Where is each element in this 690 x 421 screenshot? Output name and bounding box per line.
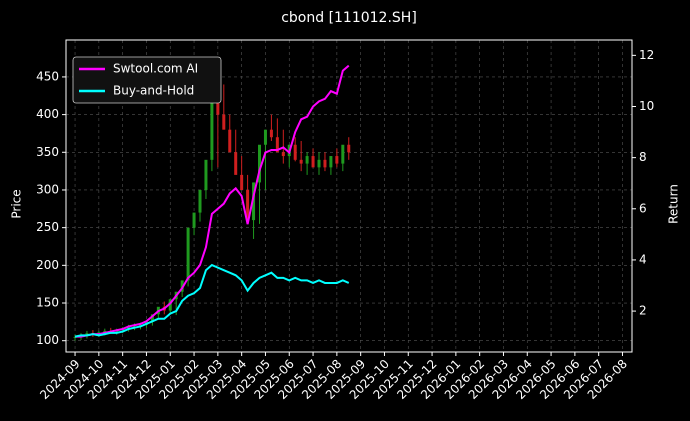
legend: Swtool.com AI Buy-and-Hold: [72, 56, 222, 104]
candle-body: [198, 189, 202, 213]
candle-body: [275, 137, 279, 153]
return-line: [75, 64, 350, 338]
y-tick-label: 100: [36, 333, 59, 347]
candle-body: [263, 129, 267, 145]
candle-body: [222, 114, 226, 130]
y2-axis-label: Return: [667, 184, 681, 224]
candle-body: [240, 174, 244, 190]
candle-body: [269, 129, 273, 138]
candle-body: [323, 159, 327, 168]
candle-body: [168, 299, 172, 311]
y2-tick-label: 2: [639, 304, 647, 318]
y-tick-label: 300: [36, 182, 59, 196]
y-tick-label: 150: [36, 296, 59, 310]
y-axis-label: Price: [10, 189, 24, 218]
candle-body: [246, 189, 250, 221]
y-tick-label: 350: [36, 145, 59, 159]
return-line: [74, 263, 350, 338]
candle-body: [305, 156, 309, 164]
candle-body: [127, 327, 131, 329]
y2-tick-label: 4: [639, 252, 647, 266]
candle-body: [103, 330, 107, 333]
y-tick-label: 400: [36, 107, 59, 121]
candle-body: [150, 314, 154, 322]
candle-body: [281, 152, 285, 157]
candle-body: [341, 144, 345, 164]
candle-body: [85, 333, 89, 336]
y-tick-label: 450: [36, 69, 59, 83]
candle-body: [335, 156, 339, 164]
candle-body: [299, 159, 303, 164]
chart-title: cbond [111012.SH]: [281, 10, 417, 26]
y2-tick-label: 10: [639, 99, 654, 113]
y2-tick-label: 12: [639, 48, 654, 62]
y2-tick-label: 6: [639, 201, 647, 215]
candle-body: [258, 144, 262, 183]
legend-label: Buy-and-Hold: [113, 84, 194, 98]
candle-body: [234, 152, 238, 175]
candle-body: [210, 92, 214, 160]
candle-body: [317, 159, 321, 168]
candle-body: [329, 156, 333, 168]
candle-body: [204, 159, 208, 190]
y2-tick-label: 8: [639, 150, 647, 164]
candle-body: [228, 129, 232, 153]
candle-body: [311, 156, 315, 168]
candle-body: [186, 227, 190, 281]
y-tick-label: 250: [36, 220, 59, 234]
candle-body: [252, 182, 256, 221]
plot-frame: [65, 39, 633, 353]
candle-body: [192, 212, 196, 228]
candle-body: [347, 144, 351, 153]
legend-box: [72, 56, 222, 104]
y-tick-label: 200: [36, 258, 59, 272]
candle-body: [180, 280, 184, 292]
legend-label: Swtool.com AI: [113, 62, 198, 76]
candle-body: [293, 144, 297, 160]
